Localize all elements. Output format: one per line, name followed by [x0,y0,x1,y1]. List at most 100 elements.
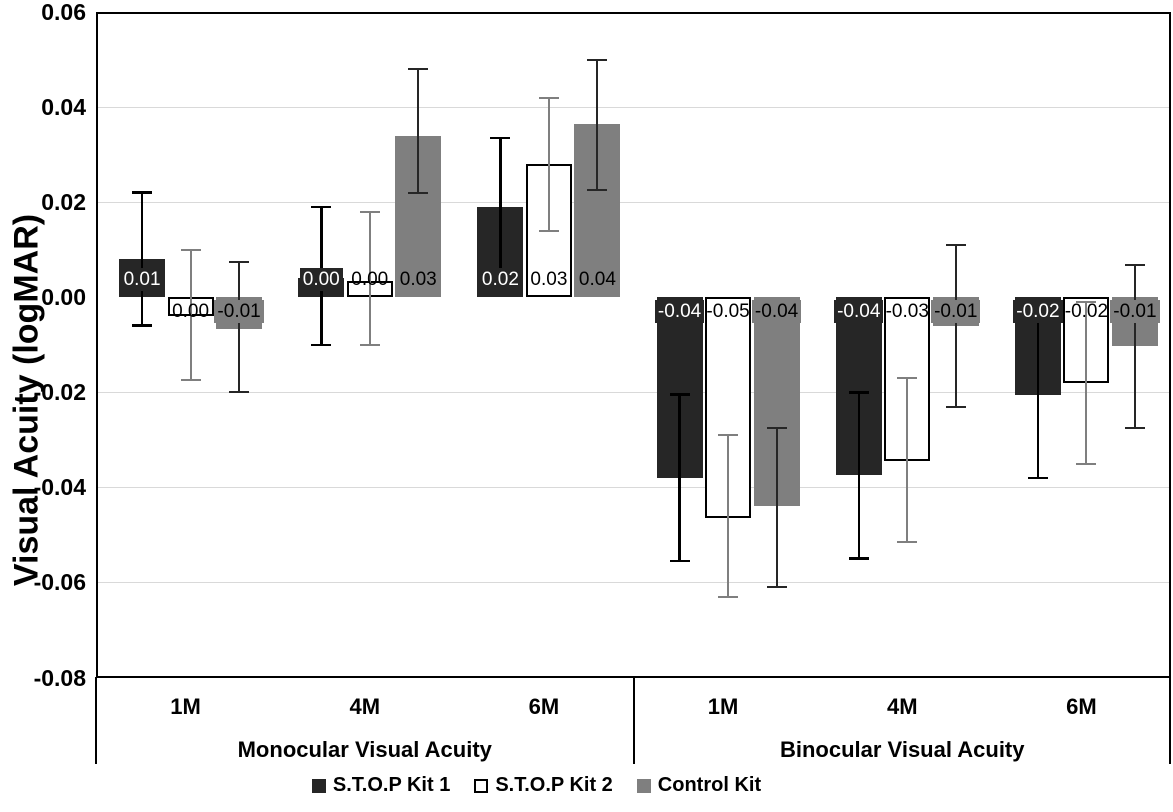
error-bar [727,435,730,597]
error-bar [189,249,192,381]
error-bar [906,378,909,542]
error-bar-cap [587,189,608,192]
error-bar-cap [408,191,429,194]
error-bar-cap [132,191,153,194]
gridline [98,391,1169,393]
legend-label: S.T.O.P Kit 2 [495,774,613,796]
error-bar-cap [945,243,966,246]
data-label-text: 0.03 [530,269,568,291]
y-tick-label: -0.08 [33,664,86,691]
error-bar [238,261,241,393]
x-tick-label: 6M [1066,694,1097,719]
x-tick-label: 4M [349,694,381,719]
error-bar [547,97,550,231]
error-bar-cap [718,595,739,598]
data-label: -0.01 [179,300,299,324]
legend: S.T.O.P Kit 1 S.T.O.P Kit 2 Control Kit [0,774,1123,797]
legend-item: Control Kit [636,774,762,797]
error-bar-cap [945,405,966,408]
error-bar-cap [1076,462,1097,465]
data-label: 0.03 [489,268,609,291]
error-bar-cap [669,393,690,396]
data-label-text: -0.04 [654,300,705,324]
error-bar-cap [1027,476,1048,480]
error-bar-cap [766,426,787,429]
group-label: Monocular Visual Acuity [237,737,492,762]
y-tick-label: 0.06 [41,0,86,25]
data-label-text: -0.03 [885,301,929,323]
y-tick-label: 0.00 [41,284,86,311]
x-tick-label: 4M [886,694,918,719]
error-bar-cap [490,136,511,140]
error-bar [1085,301,1088,464]
error-bar-cap [311,205,332,209]
group-divider [1169,677,1171,764]
data-label-text: -0.05 [706,301,750,323]
error-bar-cap [897,377,918,380]
data-label-text: 0.00 [172,301,210,323]
legend-swatch-icon [636,778,651,793]
data-label-text: -0.02 [1013,300,1063,324]
error-bar-cap [718,434,739,437]
data-label: -0.02 [978,300,1098,324]
gridline [98,486,1169,488]
error-bar [857,392,860,559]
y-tick-label: 0.02 [41,189,86,216]
error-bar-cap [311,343,332,346]
error-bar [140,192,144,326]
data-label-text: 0.01 [120,268,164,292]
error-bar-cap [766,586,787,589]
group-divider [632,677,635,764]
error-bar-cap [180,248,201,251]
error-bar-cap [229,391,250,394]
data-label: -0.03 [847,300,967,323]
data-label-text: 0.02 [478,268,522,292]
error-bar-cap [538,229,559,232]
group-divider [95,677,97,764]
error-bar [775,427,778,588]
data-label: -0.01 [896,300,1016,324]
error-bar-cap [1124,426,1145,429]
data-label-text: 0.00 [299,268,343,292]
data-label-text: -0.02 [1064,301,1109,323]
x-tick-label: 1M [170,694,201,719]
data-label: 0.04 [537,268,657,292]
error-bar-cap [848,557,869,560]
error-bar-cap [132,324,153,327]
x-tick-label: 1M [707,694,739,719]
data-label: -0.05 [668,300,788,323]
data-label-text: -0.04 [834,300,884,324]
error-bar-cap [538,96,559,99]
data-label-text: -0.04 [751,300,802,324]
error-bar-cap [408,68,429,71]
legend-item: S.T.O.P Kit 2 [474,774,613,797]
legend-swatch-icon [311,778,326,793]
error-bar [1036,316,1040,478]
error-bar-cap [1124,264,1145,267]
legend-item: S.T.O.P Kit 1 [311,774,450,797]
y-tick-label: 0.04 [41,94,86,121]
data-label-text: 0.04 [575,268,619,292]
error-bar [678,394,681,562]
data-label: 0.00 [310,268,430,291]
error-bar-cap [180,379,201,382]
error-bar-cap [229,260,250,263]
error-bar-cap [359,343,380,346]
error-bar [499,137,502,274]
data-label: -0.04 [620,300,740,324]
y-tick-label: -0.02 [33,379,86,406]
data-label-text: -0.01 [214,300,264,324]
error-bar-cap [1076,300,1097,303]
gridline [98,581,1169,583]
gridline [98,106,1169,108]
error-bar-cap [897,541,918,544]
data-label-text: 0.03 [396,268,440,292]
plot-area-border [96,12,1171,678]
legend-label: Control Kit [657,774,762,796]
data-label: -0.01 [1075,300,1173,324]
data-label-text: -0.01 [1110,300,1160,324]
data-label-text: -0.01 [931,300,981,324]
data-label-text: 0.00 [351,269,389,291]
error-bar-cap [848,391,869,394]
